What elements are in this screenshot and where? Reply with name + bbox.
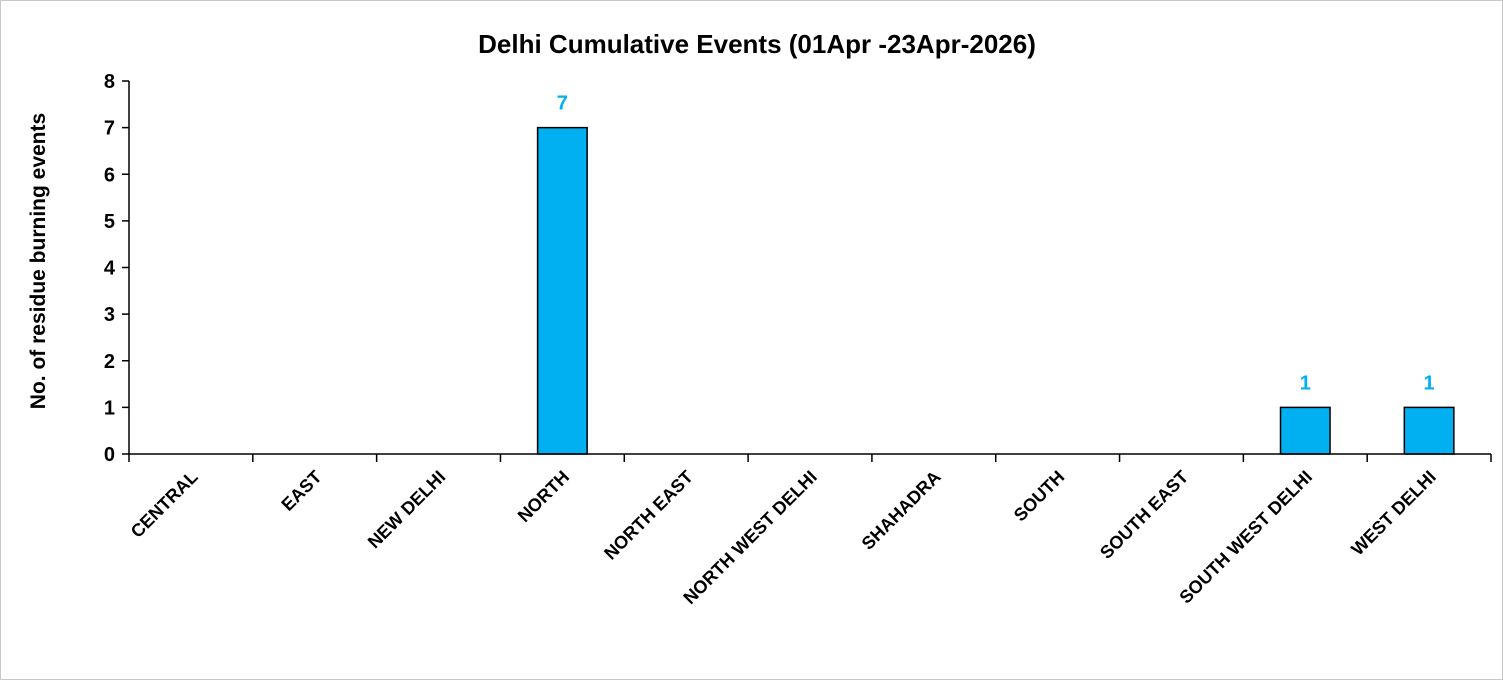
data-label: 1	[1300, 372, 1311, 394]
x-category-label: NEW DELHI	[364, 467, 450, 553]
y-tick-label: 8	[104, 71, 115, 93]
x-category-label: NORTH	[514, 467, 573, 526]
x-category-label: EAST	[277, 467, 325, 515]
chart-title: Delhi Cumulative Events (01Apr -23Apr-20…	[478, 29, 1036, 59]
x-category-label: SOUTH EAST	[1096, 467, 1192, 563]
bar	[536, 126, 588, 455]
bar	[1403, 406, 1455, 455]
y-tick-label: 5	[104, 211, 115, 233]
y-tick-label: 2	[104, 351, 115, 373]
y-axis-label: No. of residue burning events	[27, 113, 50, 409]
y-tick-label: 1	[104, 397, 115, 419]
y-tick-label: 6	[104, 164, 115, 186]
data-label: 7	[557, 93, 568, 115]
x-category-label: SHAHADRA	[858, 467, 945, 554]
y-tick-label: 3	[104, 304, 115, 326]
y-tick-label: 7	[104, 118, 115, 140]
data-label: 1	[1424, 372, 1435, 394]
bar	[1279, 406, 1331, 455]
x-category-label: WEST DELHI	[1347, 467, 1440, 560]
y-axis-ticks: 0 1 2 3 4 5 6 7 8	[104, 71, 129, 466]
y-tick-label: 4	[104, 258, 116, 280]
x-axis-ticks: CENTRAL EAST NEW DELHI NORTH NORTH EASTNORTH…	[127, 454, 1492, 608]
x-category-label: NORTH EAST	[600, 467, 697, 564]
x-category-label: NORTH WEST DELHI	[679, 467, 820, 608]
y-tick-label: 0	[104, 444, 115, 466]
x-category-label: SOUTH	[1010, 467, 1069, 526]
bars-group: 7 1 1	[536, 93, 1455, 455]
x-category-label: CENTRAL	[127, 467, 202, 542]
x-category-label: SOUTH WEST DELHI	[1175, 467, 1316, 608]
